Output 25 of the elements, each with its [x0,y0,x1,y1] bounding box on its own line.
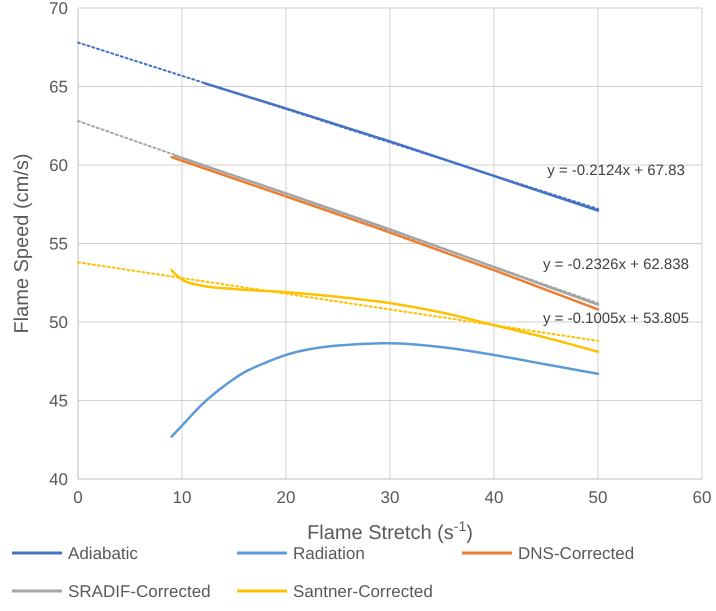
y-tick-label: 50 [49,313,68,332]
annotation: y = -0.1005x + 53.805 [543,310,689,327]
x-axis-title: Flame Stretch (s$^{-1}$) [307,518,473,544]
y-tick-label: 60 [49,156,68,175]
legend-label: Santner-Corrected [293,582,433,601]
x-tick-label: 20 [276,488,296,507]
x-tick-label: 30 [380,488,400,507]
line-series [170,342,600,438]
y-tick-label: 70 [49,0,68,18]
annotation: y = -0.2326x + 62.838 [543,256,689,274]
y-tick-label: 55 [49,234,68,254]
x-tick-label: 0 [73,488,83,507]
y-tick-label: 40 [49,470,68,489]
legend-label: SRADIF-Corrected [68,582,211,601]
legend-label: Radiation [293,544,365,563]
y-axis-title: Flame Speed (cm/s) [11,153,33,334]
legend-label: Adiabatic [68,544,138,563]
x-tick-label: 40 [484,488,504,507]
x-tick-label: 50 [588,488,608,507]
x-tick-label: 60 [692,488,712,507]
y-tick-label: 65 [49,78,68,96]
x-tick-label: 10 [172,488,192,507]
legend-label: DNS-Corrected [518,544,634,563]
annotation: y = -0.2124x + 67.83 [547,162,685,179]
y-tick-label: 45 [49,392,68,410]
